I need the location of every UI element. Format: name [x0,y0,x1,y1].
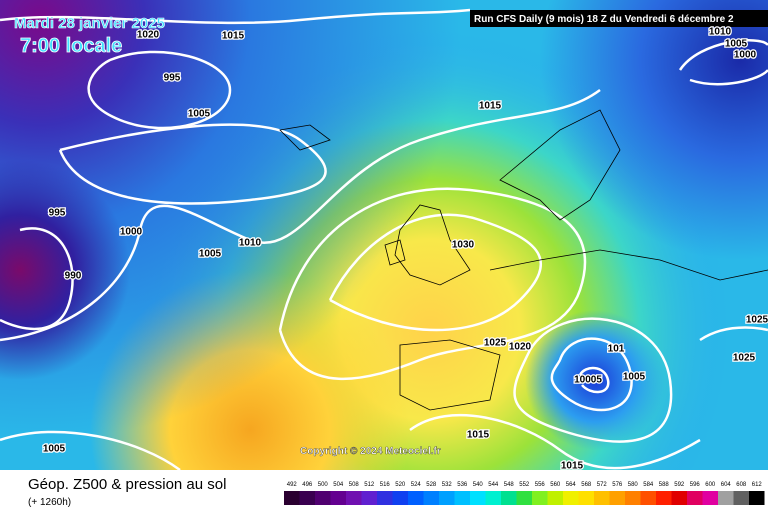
scale-swatch [454,491,470,505]
scale-swatch [640,491,656,505]
scale-swatch [284,491,300,505]
isobar-label: 1010 [709,27,732,38]
isobar-label: 995 [164,73,181,84]
scale-label: 540 [473,482,484,488]
isobar-label: 1015 [222,31,245,42]
scale-swatch [501,491,517,505]
run-banner [470,10,768,27]
scale-label: 492 [287,482,298,488]
scale-swatch [377,491,393,505]
scale-label: 500 [318,482,329,488]
isobars [0,8,768,472]
isobar-label: 1030 [452,240,475,251]
isobar-label: 1000 [734,50,757,61]
scale-label: 612 [752,482,763,488]
isobar-label: 1000 [120,227,143,238]
scale-swatch [330,491,346,505]
scale-swatch [733,491,749,505]
isobar-label: 1015 [479,101,502,112]
scale-swatch [671,491,687,505]
scale-label: 584 [643,482,654,488]
isobar-label: 1010 [239,238,262,249]
scale-label: 560 [550,482,561,488]
scale-label: 548 [504,482,515,488]
isobar-label: 1015 [467,430,490,441]
scale-label: 552 [519,482,530,488]
scale-label: 576 [612,482,623,488]
scale-label: 520 [395,482,406,488]
isobar-label: 10005 [574,375,602,386]
scale-label: 496 [302,482,313,488]
footer-lead: (+ 1260h) [28,497,71,508]
date: Mardi 28 janvier 2025 [14,15,165,32]
scale-label: 512 [364,482,375,488]
isobar-label: 1025 [746,315,768,326]
scale-swatch [749,491,765,505]
scale-label: 592 [674,482,685,488]
scale-label: 556 [535,482,546,488]
scale-label: 588 [659,482,670,488]
scale-swatch [656,491,672,505]
scale-swatch [687,491,703,505]
isobar-label: 1025 [733,353,756,364]
isobar-label: 995 [49,208,66,219]
scale-swatch [346,491,362,505]
scale-label: 516 [380,482,391,488]
isobar-label: 1005 [43,444,66,455]
time: 7:00 locale [20,35,122,57]
scale-swatch [718,491,734,505]
isobar-label: 101 [608,344,625,355]
scale-label: 572 [597,482,608,488]
scale-swatch [315,491,331,505]
isobar-label: 1020 [137,30,160,41]
isobar-label: 1005 [623,372,646,383]
scale-swatch [299,491,315,505]
isobar-label: 1015 [561,461,584,472]
scale-swatch [423,491,439,505]
scale-label: 544 [488,482,499,488]
scale-swatch [408,491,424,505]
scale-swatch [547,491,563,505]
scale-swatch [361,491,377,505]
scale-label: 524 [411,482,422,488]
run-info: Run CFS Daily (9 mois) 18 Z du Vendredi … [474,14,734,25]
scale-label: 568 [581,482,592,488]
scale-label: 608 [736,482,747,488]
scale-swatch [702,491,718,505]
scale-swatch [532,491,548,505]
scale-label: 528 [426,482,437,488]
isobar-label: 990 [65,271,82,282]
scale-swatch [439,491,455,505]
scale-swatch [516,491,532,505]
scale-label: 504 [333,482,344,488]
copyright: Copyright © 2024 Meteociel.fr [300,446,441,457]
scale-label: 508 [349,482,360,488]
scale-label: 600 [705,482,716,488]
isobar-label: 1005 [199,249,222,260]
scale-swatch [563,491,579,505]
isobar-label: 1005 [725,39,748,50]
isobar-label: 1005 [188,109,211,120]
scale-label: 532 [442,482,453,488]
footer-title: Géop. Z500 & pression au sol [28,476,226,493]
isobar-label: 1020 [509,342,532,353]
scale-label: 580 [628,482,639,488]
isobar-label: 1025 [484,338,507,349]
scale-swatch [578,491,594,505]
scale-swatch [625,491,641,505]
scale-label: 536 [457,482,468,488]
coastlines [279,109,768,411]
scale-swatch [392,491,408,505]
scale-label: 604 [721,482,732,488]
scale-swatch [485,491,501,505]
scale-swatch [609,491,625,505]
scale-label: 564 [566,482,577,488]
scale-label: 596 [690,482,701,488]
scale-swatch [594,491,610,505]
scale-swatch [470,491,486,505]
